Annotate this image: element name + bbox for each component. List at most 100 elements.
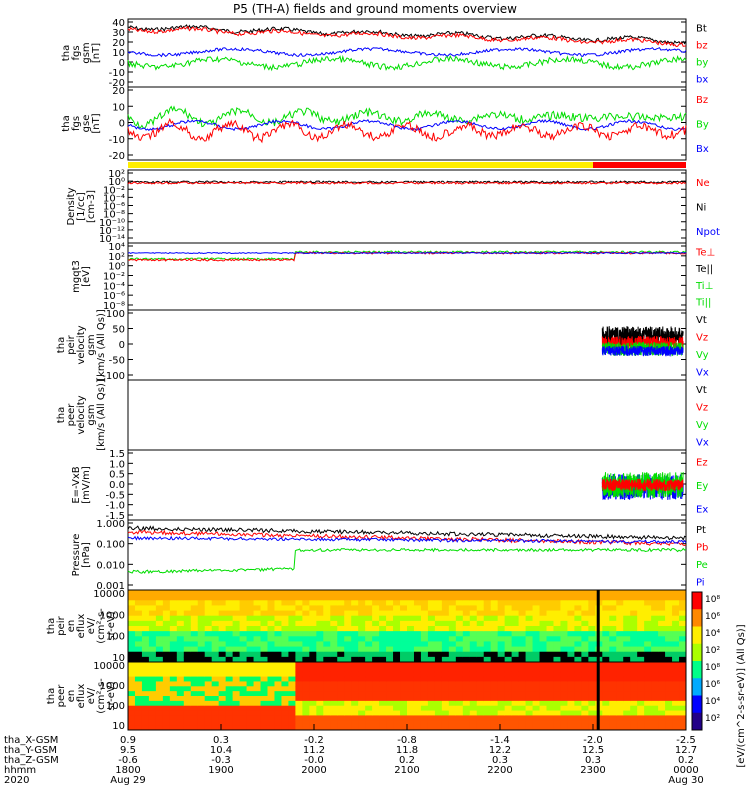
spectrogram-cell — [316, 600, 324, 606]
spectrogram-cell — [420, 725, 429, 731]
spectrogram-cell — [469, 615, 478, 622]
ytick-peir_spec-2: 100 — [106, 632, 125, 643]
spectrogram-cell — [490, 725, 499, 731]
spectrogram-cell — [511, 595, 520, 601]
spectrogram-cell — [239, 600, 248, 606]
spectrogram-cell — [469, 715, 478, 721]
spectrogram-cell — [358, 676, 366, 682]
spectrogram-cell — [413, 705, 422, 712]
spectrogram-cell — [651, 671, 659, 678]
legend-temperature-0: Te⊥ — [695, 247, 715, 258]
spectrogram-cell — [448, 615, 457, 622]
spectrogram-cell — [393, 626, 401, 632]
spectrogram-cell — [434, 651, 443, 658]
spectrogram-cell — [309, 720, 317, 726]
spectrogram-cell — [413, 720, 422, 726]
spectrogram-cell — [504, 686, 513, 692]
spectrogram-cell — [386, 620, 394, 627]
spectrogram-cell — [365, 605, 373, 612]
spectrogram-cell — [344, 681, 352, 687]
spectrogram-cell — [358, 686, 366, 692]
spectrogram-cell — [567, 676, 575, 682]
spectrogram-cell — [672, 720, 680, 726]
spectrogram-cell — [644, 600, 652, 606]
spectrogram-cell — [232, 646, 241, 653]
spectrogram-cell — [330, 686, 338, 692]
colorbar-tick-4: 10⁸ — [705, 663, 720, 673]
spectrogram-cell — [651, 610, 659, 617]
spectrogram-cell — [330, 705, 338, 712]
spectrogram-cell — [581, 676, 589, 682]
legend-temperature-3: Ti|| — [695, 298, 711, 309]
spectrogram-cell — [267, 671, 275, 678]
ylabel-line: (cm²-s- — [96, 678, 107, 714]
colorbar-cell — [692, 636, 702, 641]
spectrogram-cell — [623, 666, 631, 673]
spectrogram-cell — [434, 662, 443, 668]
spectrogram-cell — [567, 656, 575, 663]
spectrogram-cell — [623, 715, 631, 721]
spectrogram-cell — [490, 651, 499, 658]
spectrogram-cell — [323, 696, 331, 702]
spectrogram-cell — [448, 696, 457, 702]
spectrogram-cell — [518, 720, 527, 726]
spectrogram-cell — [176, 710, 185, 716]
spectrogram-cell — [260, 662, 268, 668]
spectrogram-cell — [330, 715, 338, 721]
spectrogram-cell — [602, 651, 610, 658]
spectrogram-cell — [623, 626, 631, 632]
spectrogram-cell — [190, 590, 199, 596]
spectrogram-cell — [581, 610, 589, 617]
spectrogram-cell — [176, 662, 185, 668]
spectrogram-cell — [651, 641, 659, 648]
spectrogram-cell — [379, 676, 387, 682]
panel-frame-fgs_gse — [127, 86, 687, 161]
spectrogram-cell — [197, 615, 206, 622]
ytick-pressure-1: 0.100 — [96, 540, 125, 551]
spectrogram-cell — [141, 610, 150, 617]
spectrogram-cell — [665, 631, 673, 637]
spectrogram-cell — [316, 691, 324, 697]
spectrogram-cell — [253, 662, 262, 668]
spectrogram-cell — [155, 631, 164, 637]
spectrogram-cell — [616, 676, 624, 682]
spectrogram-cell — [511, 636, 520, 642]
spectrogram-cell — [497, 710, 506, 716]
spectrogram-cell — [316, 626, 324, 632]
ytick-fgs_gsm-4: 0 — [119, 58, 125, 69]
xaxis-value-4-0: Aug 29 — [110, 775, 145, 786]
colorbar-cell — [692, 723, 702, 728]
spectrogram-cell — [407, 631, 415, 637]
spectrogram-cell — [225, 671, 234, 678]
spectrogram-cell — [469, 676, 478, 682]
colorbar-cell — [692, 609, 702, 614]
spectrogram-cell — [420, 676, 429, 682]
ylabel-line: E=-VxB — [71, 466, 82, 503]
spectrogram-cell — [476, 691, 485, 697]
spectrogram-cell — [567, 691, 575, 697]
spectrogram-cell — [560, 620, 568, 627]
spectrogram-cell — [581, 620, 589, 627]
spectrogram-cell — [155, 615, 164, 622]
spectrogram-cell — [330, 595, 338, 601]
xaxis-value-1-5: 12.5 — [582, 745, 604, 756]
spectrogram-cell — [128, 666, 136, 673]
spectrogram-cell — [358, 651, 366, 658]
spectrogram-cell — [434, 631, 443, 637]
ylabel-line: sr-eV) — [106, 611, 117, 640]
spectrogram-cell — [162, 671, 171, 678]
spectrogram-cell — [176, 671, 185, 678]
spectrogram-cell — [134, 720, 143, 726]
spectrogram-cell — [623, 631, 631, 637]
spectrogram-cell — [623, 636, 631, 642]
spectrogram-cell — [651, 676, 659, 682]
spectrogram-cell — [358, 666, 366, 673]
spectrogram-cell — [672, 610, 680, 617]
spectrogram-cell — [651, 620, 659, 627]
spectrogram-cell — [672, 651, 680, 658]
xaxis-value-3-1: 1900 — [208, 765, 233, 776]
spectrogram-cell — [574, 656, 582, 663]
spectrogram-cell — [455, 651, 464, 658]
spectrogram-cell — [462, 641, 471, 648]
